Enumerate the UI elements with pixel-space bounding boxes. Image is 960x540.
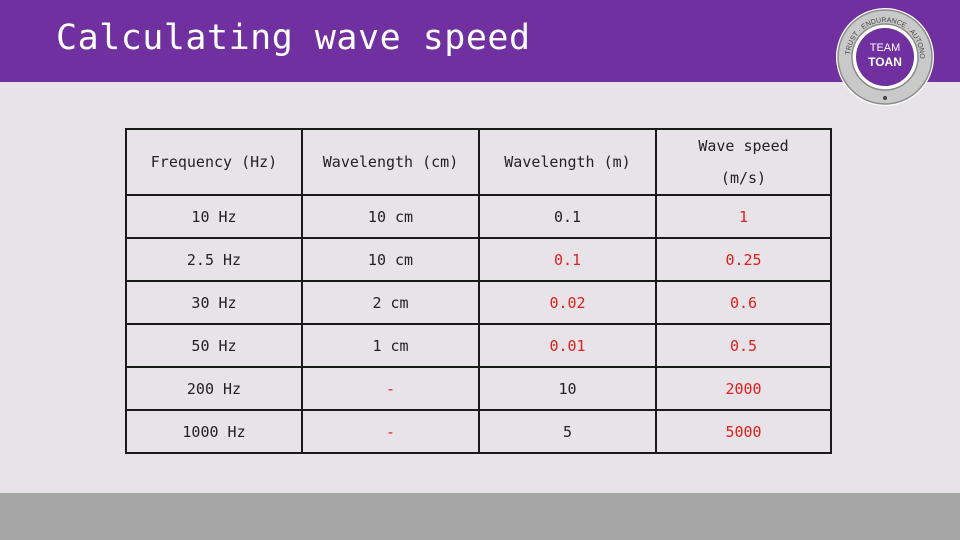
cell-wave-speed: 0.25 [655, 237, 832, 282]
cell-wave-speed: 1 [655, 194, 832, 239]
cell-wave-speed: 0.6 [655, 280, 832, 325]
wave-speed-table: Frequency (Hz) Wavelength (cm) Wavelengt… [125, 128, 832, 454]
cell-wavelength-cm: 10 cm [301, 237, 480, 282]
table-row: 200 Hz - 10 2000 [125, 366, 832, 411]
cell-wave-speed: 0.5 [655, 323, 832, 368]
table-row: 10 Hz 10 cm 0.1 1 [125, 194, 832, 239]
logo-main-text: TOAN [868, 55, 902, 69]
cell-wavelength-m: 0.01 [478, 323, 657, 368]
header-frequency: Frequency (Hz) [125, 128, 303, 196]
header-wave-speed: Wave speed (m/s) [655, 128, 832, 196]
cell-frequency: 200 Hz [125, 366, 303, 411]
header-wave-speed-unit: (m/s) [720, 169, 767, 187]
table-row: 30 Hz 2 cm 0.02 0.6 [125, 280, 832, 325]
cell-wavelength-m: 5 [478, 409, 657, 454]
cell-wavelength-cm: - [301, 366, 480, 411]
cell-frequency: 1000 Hz [125, 409, 303, 454]
cell-wavelength-m: 0.1 [478, 237, 657, 282]
table-row: 2.5 Hz 10 cm 0.1 0.25 [125, 237, 832, 282]
cell-wave-speed: 2000 [655, 366, 832, 411]
cell-frequency: 10 Hz [125, 194, 303, 239]
cell-frequency: 50 Hz [125, 323, 303, 368]
cell-frequency: 2.5 Hz [125, 237, 303, 282]
logo-top-text: TEAM [870, 42, 901, 54]
table-header-row: Frequency (Hz) Wavelength (cm) Wavelengt… [125, 128, 832, 196]
table-row: 50 Hz 1 cm 0.01 0.5 [125, 323, 832, 368]
title-bar: Calculating wave speed [0, 0, 960, 82]
cell-wavelength-cm: 10 cm [301, 194, 480, 239]
header-wave-speed-label: Wave speed [698, 137, 789, 155]
cell-frequency: 30 Hz [125, 280, 303, 325]
header-wavelength-m: Wavelength (m) [478, 128, 657, 196]
cell-wavelength-m: 10 [478, 366, 657, 411]
footer-bar [0, 493, 960, 540]
cell-wavelength-m: 0.02 [478, 280, 657, 325]
cell-wavelength-cm: 1 cm [301, 323, 480, 368]
header-wavelength-cm: Wavelength (cm) [301, 128, 480, 196]
cell-wavelength-m: 0.1 [478, 194, 657, 239]
cell-wavelength-cm: 2 cm [301, 280, 480, 325]
slide-title: Calculating wave speed [56, 18, 531, 58]
cell-wavelength-cm: - [301, 409, 480, 454]
cell-wave-speed: 5000 [655, 409, 832, 454]
team-toan-logo: TEAM TOAN TRUST · ENDURANCE · AUTONOMY ·… [834, 6, 934, 106]
table-row: 1000 Hz - 5 5000 [125, 409, 832, 454]
